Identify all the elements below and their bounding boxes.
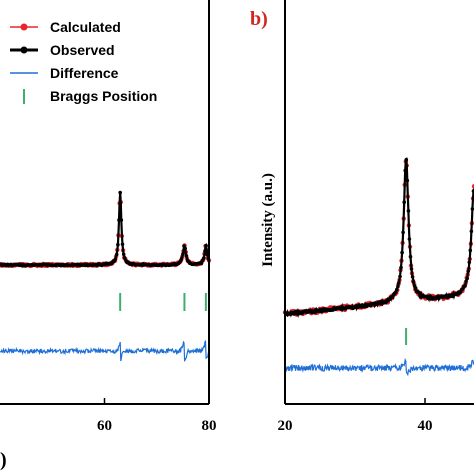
panel-a-observed-point xyxy=(120,242,125,247)
panel-b-observed-point xyxy=(411,280,416,284)
legend-bragg-label: Braggs Position xyxy=(50,88,157,104)
legend-calculated-marker xyxy=(20,23,28,31)
panel-a-observed-point xyxy=(121,252,126,257)
panel-a-observed-point xyxy=(179,256,184,261)
panel-a-x-ticks: 60 80 xyxy=(97,398,217,434)
panel-a-observed-point xyxy=(183,246,187,251)
panel-a-observed-point xyxy=(113,257,118,261)
panel-b-observed-point xyxy=(404,157,409,162)
panel-a-observed-point xyxy=(119,218,124,222)
panel-b-observed-point xyxy=(401,230,405,235)
panel-b-series xyxy=(282,156,474,377)
panel-a-observed-point xyxy=(202,256,206,260)
panel-a-series xyxy=(0,190,212,363)
panel-b-observed-point xyxy=(396,284,400,289)
panel-b-observed-point xyxy=(471,189,474,193)
panel-b-tick-label: 20 xyxy=(278,418,293,434)
panel-b-observed-point xyxy=(405,178,410,183)
panel-a-tick-label: 60 xyxy=(97,418,112,434)
legend-calculated-label: Calculated xyxy=(50,19,121,35)
panel-b-tag: b) xyxy=(250,8,268,30)
panel-b-observed-point xyxy=(464,279,468,284)
panel-b-observed-point xyxy=(399,265,403,270)
panel-b-observed-point xyxy=(468,248,473,253)
panel-b-observed-point xyxy=(407,237,412,241)
legend: Calculated Observed Difference Braggs Po… xyxy=(10,19,157,104)
panel-b-observed-point xyxy=(397,280,401,285)
panel-b-calculated-point xyxy=(471,184,474,189)
panel-b-observed-point xyxy=(418,291,422,296)
panel-a-observed-point xyxy=(118,190,122,195)
panel-b-observed-point xyxy=(467,260,472,265)
panel-b-tick-label: 40 xyxy=(418,418,433,434)
panel-b-observed-point xyxy=(395,287,399,292)
panel-b-observed-point xyxy=(400,250,404,255)
panel-b-x-ticks: 20 40 xyxy=(278,398,433,434)
panel-a-observed-point xyxy=(114,252,119,257)
panel-b-observed-point xyxy=(413,286,418,291)
panel-b-observed-point xyxy=(463,283,467,288)
panel-b-observed-point xyxy=(402,200,407,204)
panel-b-observed-point xyxy=(469,229,474,234)
panel-b-observed-point xyxy=(409,267,414,271)
panel-b-observed-point xyxy=(398,274,402,279)
panel-b: b) Intensity (a.u.) 20 40 xyxy=(250,0,474,434)
panel-b-observed-point xyxy=(408,254,413,259)
panel-b-observed-point xyxy=(470,207,474,211)
panel-a-observed-point xyxy=(184,254,189,258)
panel-a: 60 80 Calculated Observed Difference Brag… xyxy=(0,0,217,471)
panel-a-observed-point xyxy=(116,242,120,247)
panel-b-observed-point xyxy=(410,275,415,279)
panel-a-observed-point xyxy=(204,243,208,248)
panel-b-observed-point xyxy=(466,269,471,274)
panel-a-observed-point xyxy=(181,252,185,256)
panel-b-y-axis-title: Intensity (a.u.) xyxy=(260,173,276,267)
legend-observed-label: Observed xyxy=(50,42,115,58)
panel-a-tick-label: 80 xyxy=(202,418,217,434)
panel-b-difference-line xyxy=(284,357,474,377)
panel-a-observed-point xyxy=(203,249,207,253)
panel-a-bragg-markers xyxy=(119,293,207,311)
panel-a-observed-point xyxy=(123,256,127,260)
panel-b-observed-point xyxy=(465,276,470,281)
legend-difference-label: Difference xyxy=(50,65,119,81)
panel-b-observed-point xyxy=(403,168,408,173)
panel-a-observed-line xyxy=(0,192,211,269)
panel-b-observed-line xyxy=(284,156,474,319)
panel-b-observed-point xyxy=(406,209,411,213)
legend-observed-marker xyxy=(20,46,28,54)
panel-a-tag: ) xyxy=(0,449,7,471)
panel-a-difference-line xyxy=(0,339,210,363)
